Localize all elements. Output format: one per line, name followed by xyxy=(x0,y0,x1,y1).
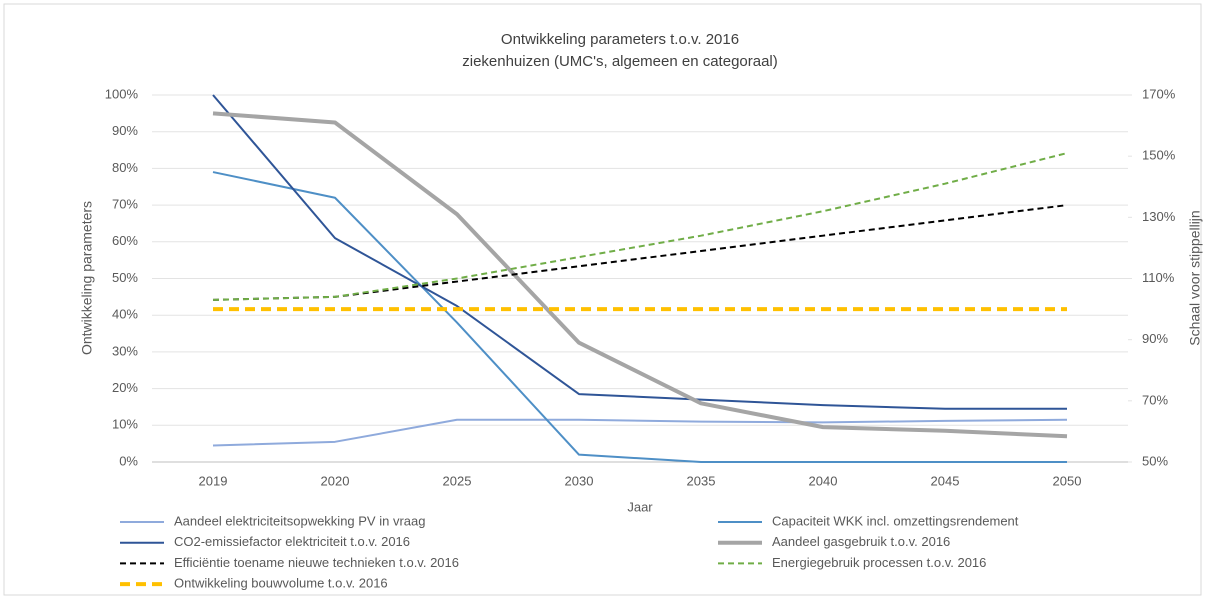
y2-tick-label: 50% xyxy=(1142,453,1168,468)
legend-label: Efficiëntie toename nieuwe technieken t.… xyxy=(174,555,459,570)
y-tick-label: 100% xyxy=(105,86,139,101)
chart-title: Ontwikkeling parameters t.o.v. 2016 xyxy=(501,31,739,48)
y2-tick-label: 110% xyxy=(1142,270,1175,285)
x-tick-label: 2020 xyxy=(321,473,350,488)
x-tick-label: 2040 xyxy=(809,473,838,488)
series-line xyxy=(212,94,1067,410)
x-tick-label: 2050 xyxy=(1053,473,1082,488)
legend-label: Aandeel gasgebruik t.o.v. 2016 xyxy=(772,534,950,549)
y-tick-label: 80% xyxy=(112,160,138,175)
y-tick-label: 90% xyxy=(112,123,138,138)
y2-tick-label: 70% xyxy=(1142,392,1168,407)
y2-tick-label: 170% xyxy=(1142,86,1176,101)
y-tick-label: 30% xyxy=(112,343,138,358)
series-line xyxy=(212,171,1067,463)
y2-tick-label: 90% xyxy=(1142,331,1168,346)
x-tick-label: 2030 xyxy=(565,473,594,488)
y-tick-label: 60% xyxy=(112,233,138,248)
series-line xyxy=(212,152,1068,301)
y-tick-label: 10% xyxy=(112,417,138,432)
y-tick-label: 50% xyxy=(112,270,138,285)
legend-label: Capaciteit WKK incl. omzettingsrendement xyxy=(772,513,1019,528)
y-tick-label: 70% xyxy=(112,197,138,212)
y-tick-label: 0% xyxy=(119,453,138,468)
chart-frame xyxy=(3,3,1202,596)
y-tick-label: 20% xyxy=(112,380,138,395)
x-axis-label: Jaar xyxy=(627,499,653,514)
legend-label: Aandeel elektriciteitsopwekking PV in vr… xyxy=(174,513,425,528)
x-tick-label: 2035 xyxy=(687,473,716,488)
series-line xyxy=(212,111,1068,439)
x-tick-label: 2025 xyxy=(443,473,472,488)
chart-subtitle: ziekenhuizen (UMC's, algemeen en categor… xyxy=(462,53,778,70)
y-axis-label: Ontwikkeling parameters xyxy=(79,201,95,355)
y2-axis-label: Schaal voor stippellijn xyxy=(1187,210,1203,345)
y2-tick-label: 130% xyxy=(1142,209,1176,224)
x-tick-label: 2045 xyxy=(931,473,960,488)
legend-label: Energiegebruik processen t.o.v. 2016 xyxy=(772,555,986,570)
y-tick-label: 40% xyxy=(112,307,138,322)
legend-label: Ontwikkeling bouwvolume t.o.v. 2016 xyxy=(174,576,388,591)
series-line xyxy=(212,418,1068,447)
y2-tick-label: 150% xyxy=(1142,148,1176,163)
legend-label: CO2-emissiefactor elektriciteit t.o.v. 2… xyxy=(174,534,410,549)
x-tick-label: 2019 xyxy=(199,473,228,488)
